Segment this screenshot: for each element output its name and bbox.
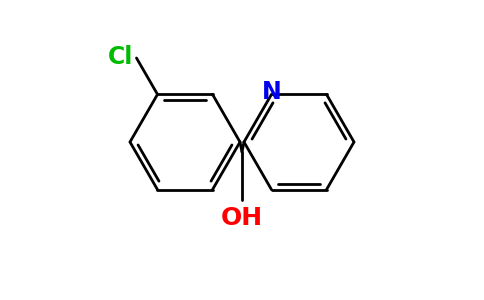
Text: N: N — [262, 80, 281, 104]
Text: OH: OH — [221, 206, 263, 230]
Text: Cl: Cl — [108, 45, 134, 69]
